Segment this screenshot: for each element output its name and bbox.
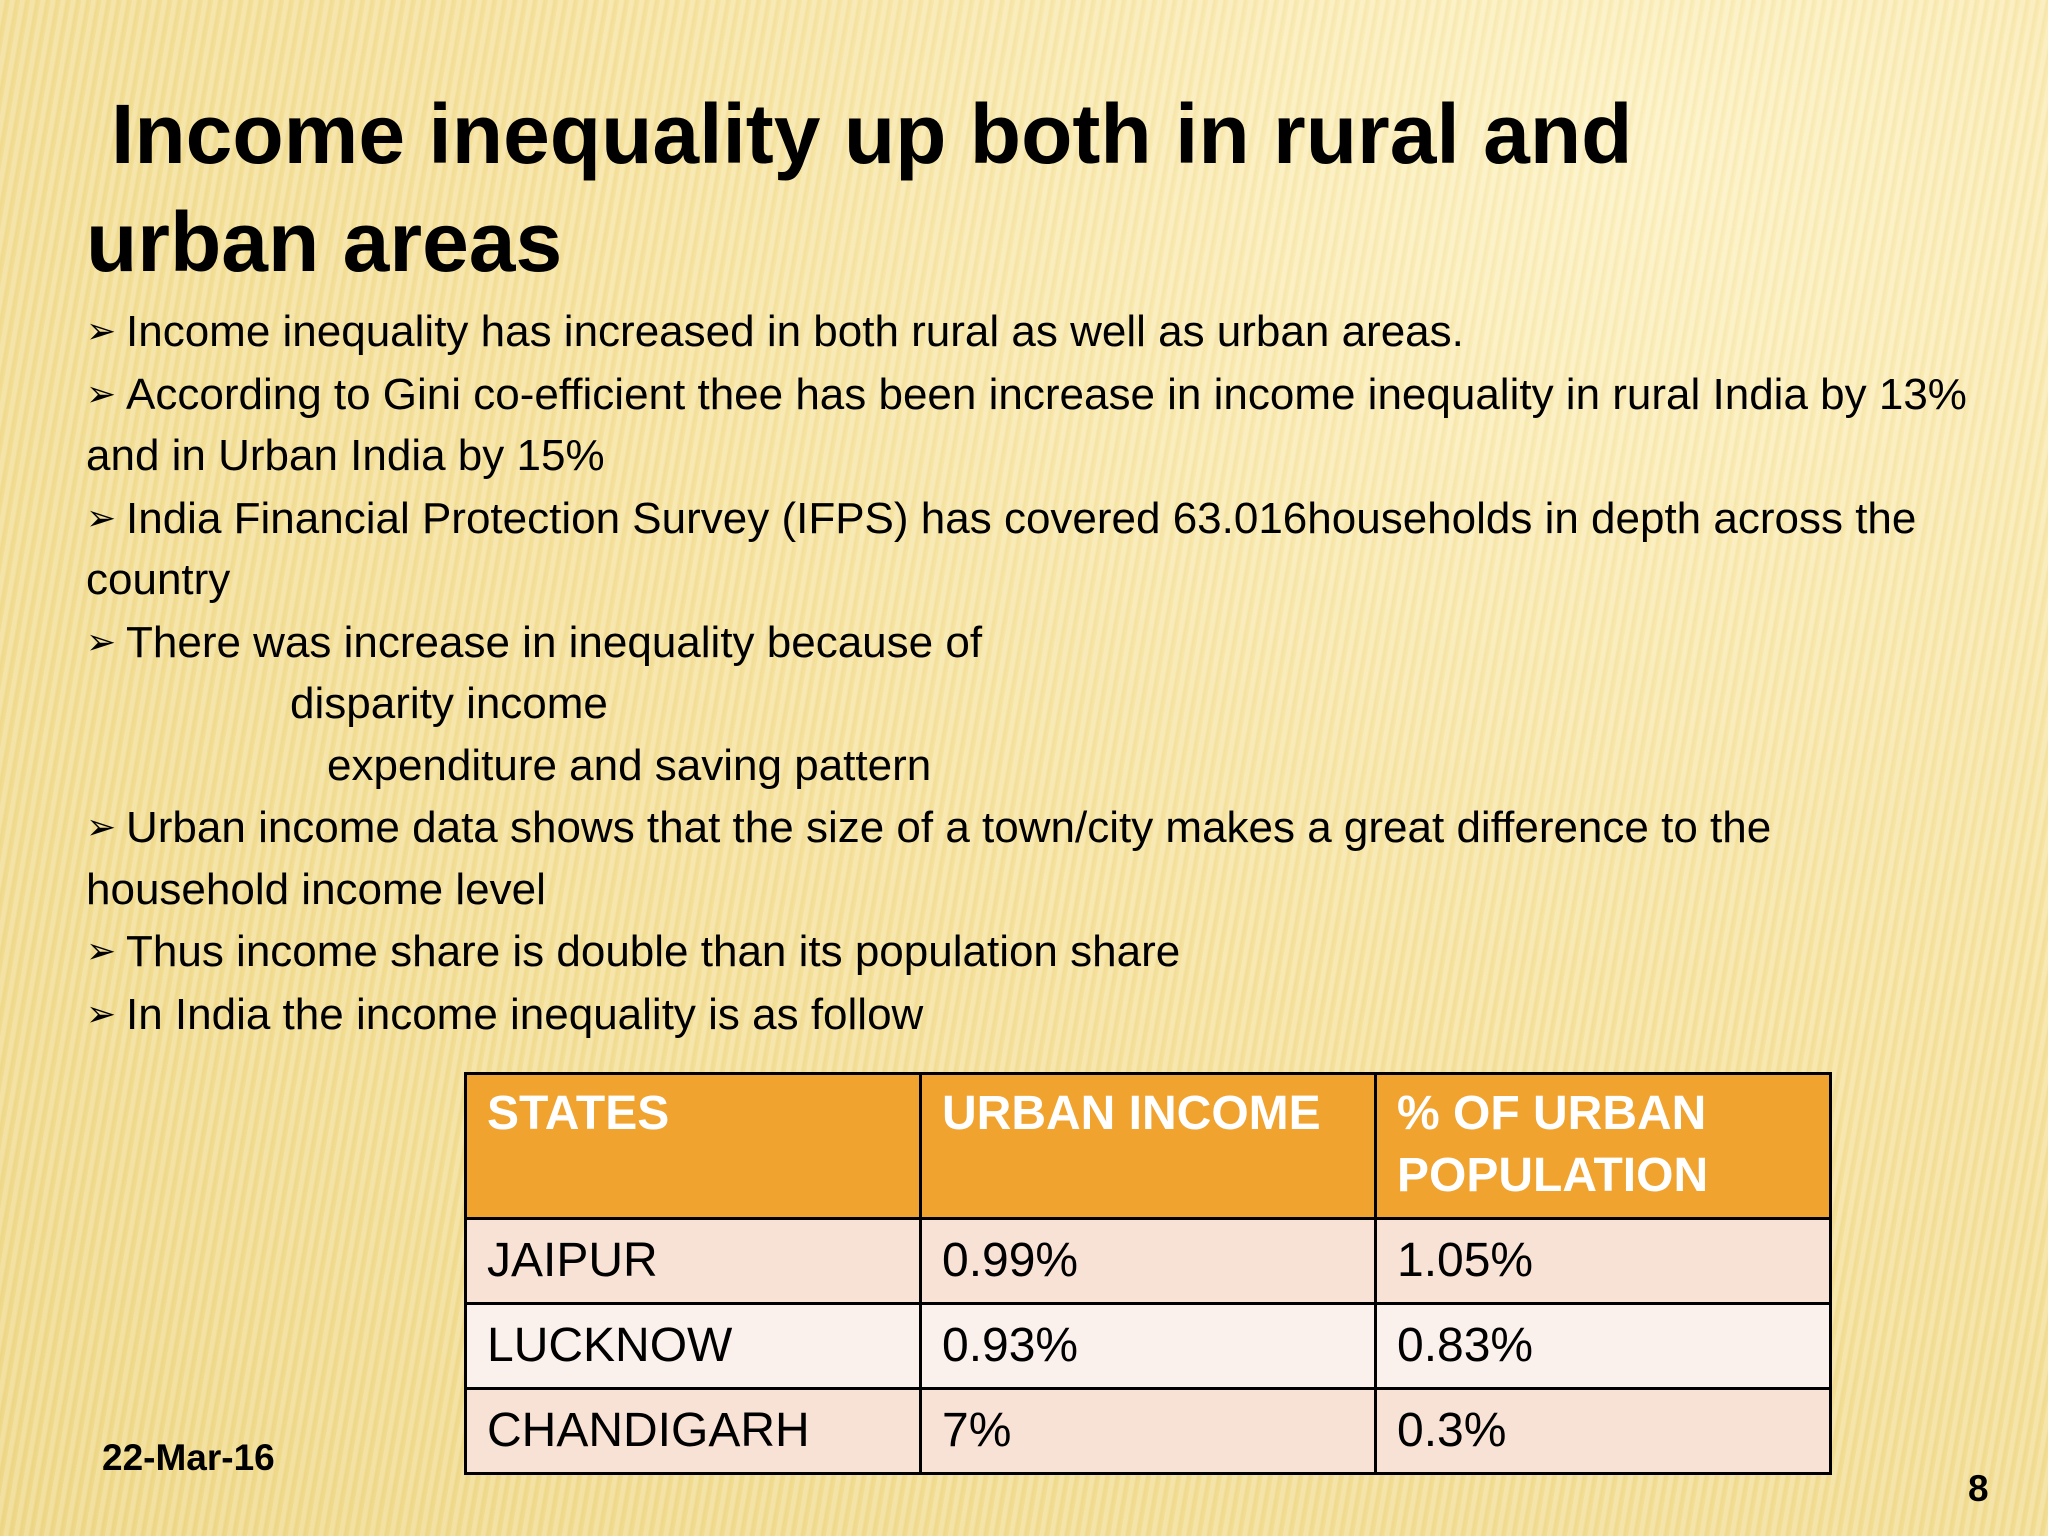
header-row: STATES URBAN INCOME % OF URBAN POPULATIO… (464, 1072, 1832, 1220)
table-cell: 0.83% (1374, 1302, 1832, 1390)
table-cell: 0.3% (1374, 1387, 1832, 1475)
bullet: In India the income inequality is as fol… (86, 983, 1976, 1046)
sub-item: expenditure and saving pattern (327, 740, 932, 790)
table-body: JAIPUR 0.99% 1.05% LUCKNOW 0.93% 0.83% CHANDIG… (464, 1217, 1832, 1475)
table-cell: 7% (919, 1387, 1377, 1475)
page-number: 8 (1968, 1468, 1989, 1509)
table-cell: 1.05% (1374, 1217, 1832, 1305)
table-header: STATES URBAN INCOME % OF URBAN POPULATIO… (464, 1072, 1832, 1220)
bullet: India Financial Protection Survey (IFPS)… (86, 487, 1976, 611)
table-cell: CHANDIGARH (464, 1387, 922, 1475)
slide-body: Income inequality has increased in both … (86, 300, 1976, 1045)
table-row: JAIPUR 0.99% 1.05% (464, 1217, 1832, 1305)
bullet: Thus income share is double than its pop… (86, 920, 1976, 983)
header-cell: STATES (464, 1072, 922, 1220)
bullet: Income inequality has increased in both … (86, 300, 1976, 363)
sub-item: disparity income (290, 679, 608, 728)
table-cell: 0.93% (919, 1302, 1377, 1390)
bullet: According to Gini co-efficient thee has … (86, 363, 1976, 487)
table-row: CHANDIGARH 7% 0.3% (464, 1387, 1832, 1475)
header-cell: % OF URBAN POPULATION (1374, 1072, 1832, 1220)
slide-date: 22-Mar-16 (102, 1437, 275, 1478)
income-table: STATES URBAN INCOME % OF URBAN POPULATIO… (464, 1072, 1832, 1475)
table-row: LUCKNOW 0.93% 0.83% (464, 1302, 1832, 1390)
table-cell: JAIPUR (464, 1217, 922, 1305)
bullet: There was increase in inequality because… (86, 611, 1976, 674)
table-cell: LUCKNOW (464, 1302, 922, 1390)
bullet: Urban income data shows that the size of… (86, 796, 1976, 920)
slide-title: Income inequality up both in rural and u… (86, 87, 1633, 289)
table-cell: 0.99% (919, 1217, 1377, 1305)
header-cell: URBAN INCOME (919, 1072, 1377, 1220)
